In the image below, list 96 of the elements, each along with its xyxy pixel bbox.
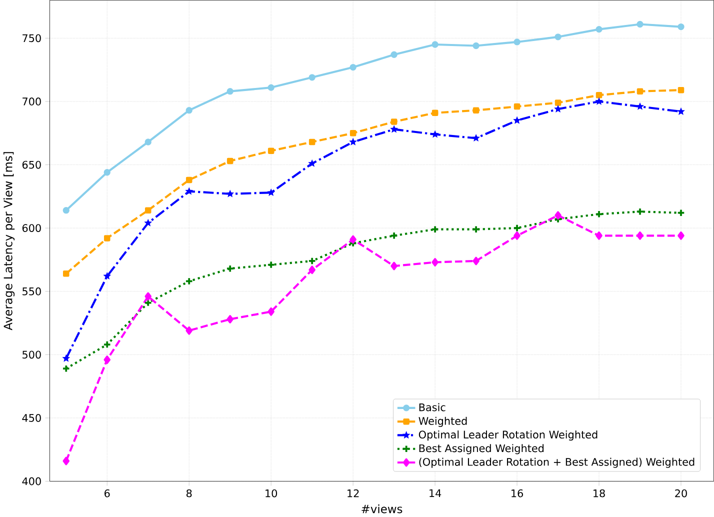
- point: [103, 272, 112, 280]
- point: [636, 102, 644, 110]
- y-tick-label: 600: [22, 224, 41, 232]
- point: [472, 107, 480, 114]
- point: [308, 266, 316, 274]
- point: [186, 176, 192, 184]
- point: [144, 218, 152, 226]
- point: [308, 159, 316, 167]
- point: [678, 24, 684, 30]
- point: [226, 264, 234, 273]
- point: [63, 270, 70, 277]
- point: [62, 364, 70, 373]
- point: [308, 257, 316, 266]
- point: [349, 138, 358, 146]
- point: [103, 340, 112, 349]
- point: [390, 262, 398, 270]
- point: [678, 232, 684, 240]
- point: [636, 88, 644, 95]
- point: [268, 308, 274, 316]
- point: [677, 108, 685, 116]
- point: [226, 190, 234, 198]
- x-tick-label: 20: [675, 489, 687, 498]
- point: [308, 74, 316, 81]
- point: [554, 211, 562, 220]
- y-tick-label: 450: [22, 414, 41, 422]
- x-tick-label: 18: [594, 489, 605, 498]
- x-tick-label: 6: [104, 489, 110, 498]
- legend-label: Optimal Leader Rotation Weighted: [418, 430, 598, 441]
- point: [596, 26, 602, 33]
- point: [514, 38, 520, 46]
- y-tick-label: 500: [22, 350, 41, 359]
- x-tick-label: 16: [512, 489, 524, 498]
- point: [268, 148, 274, 154]
- point: [472, 256, 480, 266]
- point: [144, 298, 152, 307]
- legend-label: Basic: [419, 403, 446, 412]
- y-axis-title: Average Latency per View [ms]: [3, 152, 15, 330]
- point: [350, 130, 356, 136]
- point: [308, 138, 316, 146]
- point: [186, 326, 192, 335]
- legend-label: Best Assigned Weighted: [419, 444, 544, 454]
- y-tick-label: 550: [22, 288, 41, 296]
- point: [350, 64, 356, 71]
- x-tick-label: 8: [186, 489, 192, 498]
- point: [144, 292, 152, 301]
- x-tick-label: 10: [266, 489, 278, 498]
- y-tick-label: 400: [22, 477, 41, 486]
- point: [513, 116, 521, 124]
- point: [390, 232, 398, 240]
- point: [350, 235, 356, 244]
- point: [514, 232, 520, 240]
- point: [432, 41, 438, 48]
- point: [267, 260, 276, 269]
- point: [432, 110, 438, 116]
- point: [432, 258, 438, 267]
- point: [268, 84, 274, 92]
- point: [226, 88, 234, 95]
- point: [636, 21, 644, 28]
- point: [595, 97, 603, 105]
- point: [185, 277, 194, 286]
- y-tick-label: 650: [22, 160, 41, 169]
- point: [267, 188, 276, 196]
- point: [185, 187, 194, 195]
- point: [104, 235, 110, 242]
- point: [512, 224, 522, 232]
- point: [472, 42, 480, 50]
- point: [62, 456, 70, 466]
- point: [596, 92, 602, 98]
- point: [678, 87, 684, 94]
- point: [104, 356, 111, 364]
- x-tick-label: 14: [430, 490, 442, 498]
- y-tick-label: 750: [22, 34, 41, 42]
- point: [636, 232, 644, 240]
- point: [554, 100, 562, 106]
- point: [104, 169, 110, 176]
- point: [186, 107, 192, 114]
- point: [390, 125, 398, 133]
- point: [62, 354, 70, 362]
- y-tick-label: 700: [22, 98, 41, 106]
- point: [514, 104, 520, 110]
- point: [554, 34, 562, 40]
- x-axis-title: #views: [362, 504, 402, 514]
- x-tick-label: 12: [348, 489, 359, 498]
- point: [594, 210, 604, 218]
- legend-label: Weighted: [418, 416, 467, 428]
- point: [226, 315, 234, 324]
- point: [62, 207, 70, 214]
- point: [390, 118, 398, 125]
- point: [144, 207, 152, 214]
- point: [144, 138, 152, 146]
- point: [226, 158, 234, 164]
- point: [390, 51, 398, 58]
- point: [636, 208, 644, 216]
- legend-label: (Optimal Leader Rotation + Best Assigned) Weighted: [419, 458, 694, 468]
- point: [596, 232, 602, 240]
- point: [472, 134, 480, 142]
